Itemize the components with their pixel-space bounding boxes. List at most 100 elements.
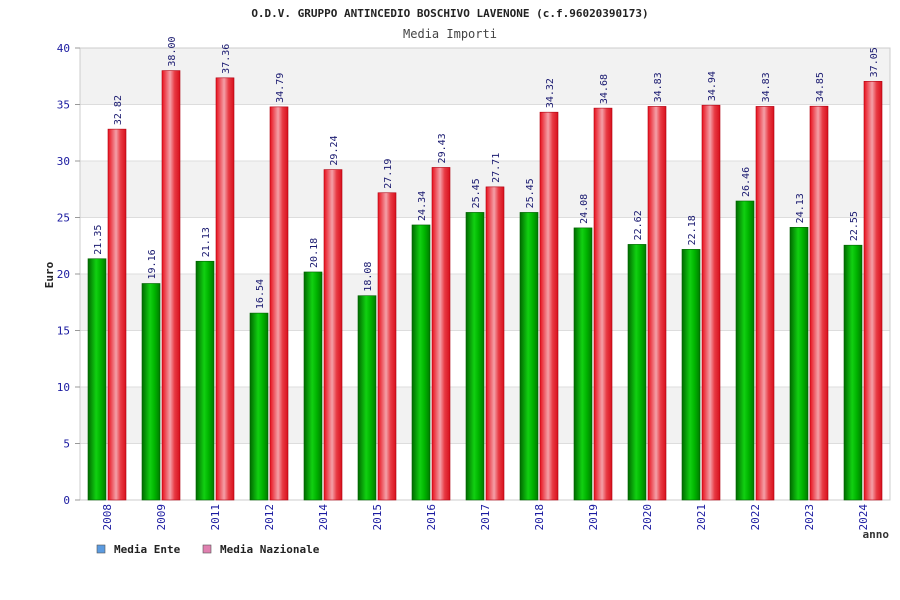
bar-media-ente xyxy=(627,244,647,501)
bar-media-ente xyxy=(411,224,431,501)
bar-media-ente xyxy=(87,258,107,501)
y-tick-label: 20 xyxy=(57,268,70,281)
data-label-media-nazionale: 37.05 xyxy=(869,47,880,77)
bar-media-nazionale xyxy=(863,81,883,501)
bar-media-nazionale xyxy=(269,106,289,501)
data-label-media-nazionale: 34.32 xyxy=(545,78,556,108)
data-label-media-ente: 24.13 xyxy=(795,193,806,223)
data-label-media-ente: 18.08 xyxy=(363,262,374,292)
y-tick-label: 35 xyxy=(57,99,70,112)
data-label-media-ente: 25.45 xyxy=(471,178,482,208)
data-label-media-nazionale: 29.24 xyxy=(329,135,340,165)
x-axis-label: anno xyxy=(863,528,890,541)
bar-media-nazionale xyxy=(647,106,667,501)
bar-media-ente xyxy=(573,227,593,501)
y-axis: 0 5 10 15 20 25 30 35 40 xyxy=(57,42,80,507)
bar-media-ente xyxy=(519,212,539,501)
plot-band xyxy=(80,217,890,274)
y-tick-label: 40 xyxy=(57,42,70,55)
bar-media-ente xyxy=(681,249,701,501)
x-tick-label: 2011 xyxy=(209,504,222,531)
data-label-media-ente: 22.62 xyxy=(633,210,644,240)
chart-subtitle: Media Importi xyxy=(403,27,497,41)
bar-media-ente xyxy=(357,295,377,501)
bar-media-nazionale xyxy=(809,105,829,501)
bar-media-ente xyxy=(303,271,323,501)
x-tick-label: 2012 xyxy=(263,504,276,531)
data-label-media-ente: 16.54 xyxy=(255,279,266,309)
data-label-media-ente: 26.46 xyxy=(741,167,752,197)
x-tick-label: 2020 xyxy=(641,504,654,531)
bar-media-nazionale xyxy=(215,77,235,501)
x-tick-label: 2014 xyxy=(317,504,330,531)
bars: 21.35 32.82 19.16 38.00 21.13 37.36 16.54 34.79… xyxy=(87,36,883,501)
data-label-media-nazionale: 32.82 xyxy=(113,95,124,125)
bar-media-ente xyxy=(195,260,215,501)
data-label-media-nazionale: 34.68 xyxy=(599,74,610,104)
data-label-media-ente: 24.08 xyxy=(579,194,590,224)
chart-title: O.D.V. GRUPPO ANTINCEDIO BOSCHIVO LAVENO… xyxy=(251,7,648,20)
bar-media-nazionale xyxy=(431,167,451,501)
y-tick-label: 5 xyxy=(63,438,70,451)
plot-band xyxy=(80,48,890,105)
x-tick-label: 2021 xyxy=(695,504,708,531)
y-tick-label: 15 xyxy=(57,325,70,338)
x-tick-label: 2008 xyxy=(101,504,114,531)
data-label-media-ente: 25.45 xyxy=(525,178,536,208)
y-tick-label: 0 xyxy=(63,494,70,507)
legend-label-media-ente: Media Ente xyxy=(114,543,181,556)
data-label-media-ente: 22.55 xyxy=(849,211,860,241)
legend-label-media-nazionale: Media Nazionale xyxy=(220,543,320,556)
legend: Media Ente Media Nazionale xyxy=(96,543,320,556)
plot-band xyxy=(80,443,890,500)
plot-band xyxy=(80,274,890,331)
x-tick-label: 2023 xyxy=(803,504,816,531)
y-tick-label: 10 xyxy=(57,381,70,394)
bar-media-nazionale xyxy=(485,186,505,501)
legend-swatch-media-nazionale xyxy=(202,544,212,554)
data-label-media-ente: 21.13 xyxy=(201,227,212,257)
bar-media-nazionale xyxy=(539,111,559,501)
bar-media-ente xyxy=(141,283,161,501)
data-label-media-nazionale: 34.85 xyxy=(815,72,826,102)
data-label-media-nazionale: 27.71 xyxy=(491,153,502,183)
bar-media-nazionale xyxy=(323,169,343,501)
x-tick-label: 2024 xyxy=(857,504,870,531)
bar-media-nazionale xyxy=(755,106,775,501)
data-label-media-nazionale: 34.83 xyxy=(761,72,772,102)
data-label-media-ente: 22.18 xyxy=(687,215,698,245)
bar-media-ente xyxy=(465,212,485,501)
bar-media-ente xyxy=(249,312,269,501)
data-label-media-nazionale: 37.36 xyxy=(221,44,232,74)
plot-band xyxy=(80,330,890,387)
legend-swatch-media-ente xyxy=(96,544,106,554)
x-tick-label: 2018 xyxy=(533,504,546,531)
bar-media-nazionale xyxy=(593,107,613,501)
data-label-media-ente: 19.16 xyxy=(147,249,158,279)
bar-media-ente xyxy=(789,227,809,501)
y-tick-label: 30 xyxy=(57,155,70,168)
x-tick-label: 2015 xyxy=(371,504,384,531)
data-label-media-ente: 21.35 xyxy=(93,225,104,255)
x-tick-label: 2016 xyxy=(425,504,438,531)
bar-media-ente xyxy=(843,244,863,501)
x-axis: 2008 2009 2011 2012 2014 2015 2016 2017 2018 2019… xyxy=(101,504,870,531)
data-label-media-nazionale: 34.94 xyxy=(707,71,718,101)
data-label-media-ente: 20.18 xyxy=(309,238,320,268)
data-label-media-nazionale: 34.79 xyxy=(275,73,286,103)
y-axis-label: Euro xyxy=(43,261,56,288)
y-tick-label: 25 xyxy=(57,212,70,225)
bar-media-ente xyxy=(735,200,755,501)
x-tick-label: 2009 xyxy=(155,504,168,531)
plot-band xyxy=(80,161,890,218)
x-tick-label: 2019 xyxy=(587,504,600,531)
plot-band xyxy=(80,104,890,161)
bar-media-nazionale xyxy=(107,128,127,501)
bar-media-nazionale xyxy=(377,192,397,501)
plot-background xyxy=(79,47,891,501)
x-tick-label: 2022 xyxy=(749,504,762,531)
plot-band xyxy=(80,387,890,444)
bar-media-nazionale xyxy=(701,104,721,501)
x-tick-label: 2017 xyxy=(479,504,492,531)
